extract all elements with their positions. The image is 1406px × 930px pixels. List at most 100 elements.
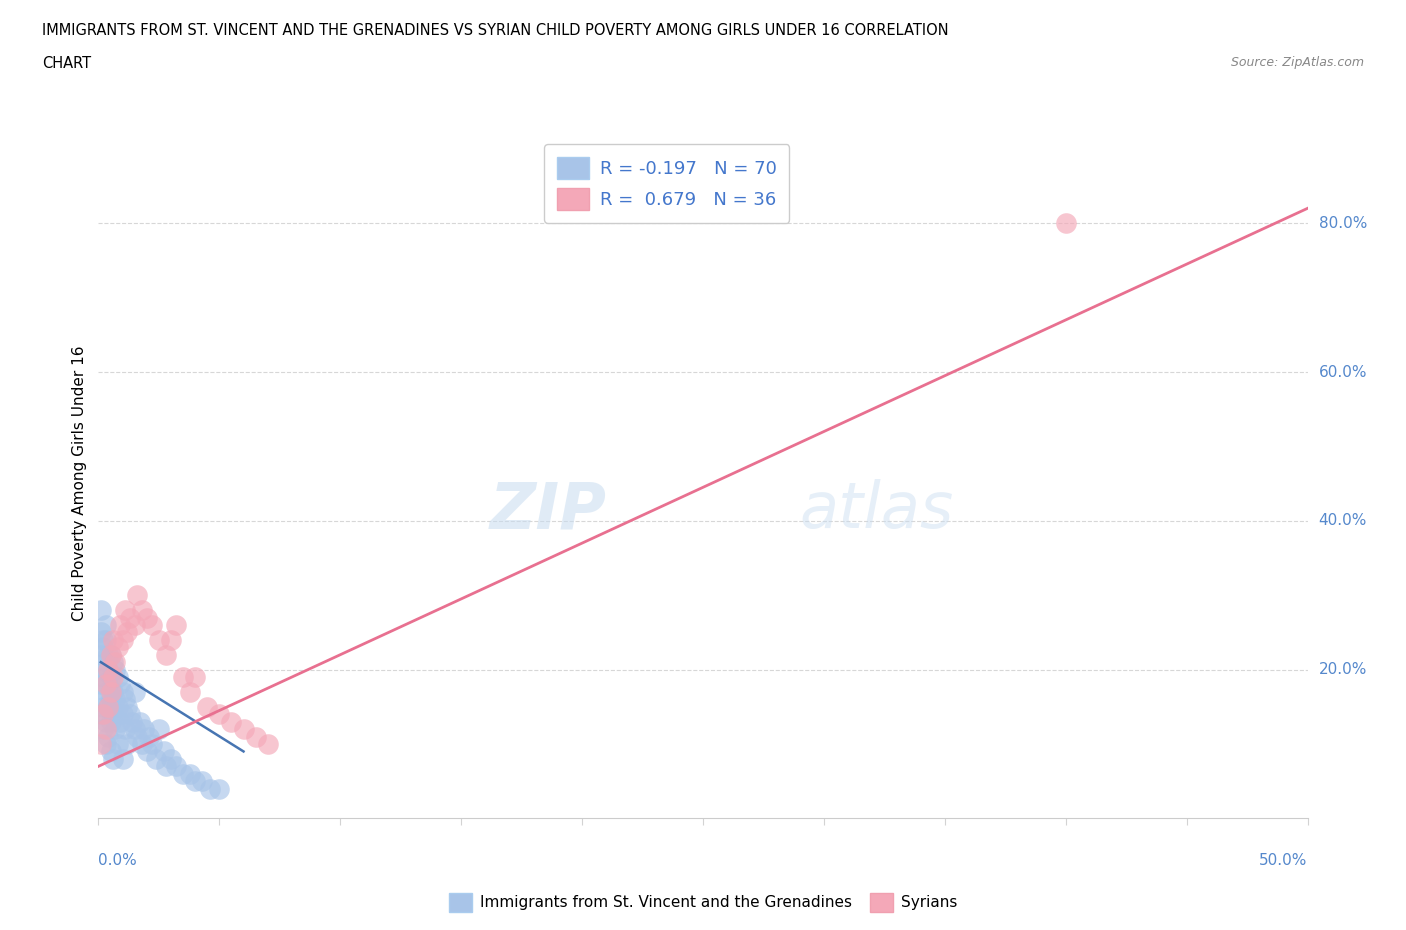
Immigrants from St. Vincent and the Grenadines xyxy=(91,640,114,655)
Syrians xyxy=(101,670,124,684)
Syrians xyxy=(232,722,254,737)
Immigrants from St. Vincent and the Grenadines xyxy=(100,670,122,684)
Text: 20.0%: 20.0% xyxy=(1319,662,1367,677)
Immigrants from St. Vincent and the Grenadines xyxy=(160,751,183,766)
Syrians xyxy=(124,618,146,632)
Immigrants from St. Vincent and the Grenadines xyxy=(121,714,143,729)
Syrians xyxy=(208,707,231,722)
Immigrants from St. Vincent and the Grenadines xyxy=(100,714,122,729)
Syrians xyxy=(101,632,124,647)
Text: 0.0%: 0.0% xyxy=(98,853,138,868)
Syrians xyxy=(155,647,177,662)
Immigrants from St. Vincent and the Grenadines xyxy=(90,677,112,692)
Immigrants from St. Vincent and the Grenadines xyxy=(90,707,112,722)
Immigrants from St. Vincent and the Grenadines xyxy=(101,707,124,722)
Immigrants from St. Vincent and the Grenadines xyxy=(90,625,112,640)
Immigrants from St. Vincent and the Grenadines xyxy=(91,662,114,677)
Immigrants from St. Vincent and the Grenadines xyxy=(131,737,153,751)
Syrians xyxy=(94,722,117,737)
Immigrants from St. Vincent and the Grenadines xyxy=(127,729,149,744)
Immigrants from St. Vincent and the Grenadines xyxy=(97,699,120,714)
Immigrants from St. Vincent and the Grenadines xyxy=(128,714,150,729)
Immigrants from St. Vincent and the Grenadines xyxy=(94,632,117,647)
Syrians xyxy=(107,640,129,655)
Text: 60.0%: 60.0% xyxy=(1319,365,1367,379)
Syrians xyxy=(118,610,141,625)
Immigrants from St. Vincent and the Grenadines xyxy=(97,647,120,662)
Text: 50.0%: 50.0% xyxy=(1260,853,1308,868)
Immigrants from St. Vincent and the Grenadines xyxy=(111,707,134,722)
Immigrants from St. Vincent and the Grenadines xyxy=(135,744,157,759)
Syrians xyxy=(127,588,149,603)
Immigrants from St. Vincent and the Grenadines xyxy=(111,751,134,766)
Syrians xyxy=(1054,216,1077,231)
Immigrants from St. Vincent and the Grenadines xyxy=(111,684,134,699)
Immigrants from St. Vincent and the Grenadines xyxy=(91,670,114,684)
Syrians xyxy=(172,670,194,684)
Immigrants from St. Vincent and the Grenadines xyxy=(94,684,117,699)
Text: CHART: CHART xyxy=(42,56,91,71)
Syrians xyxy=(195,699,218,714)
Syrians xyxy=(114,603,136,618)
Syrians xyxy=(131,603,153,618)
Immigrants from St. Vincent and the Grenadines xyxy=(101,751,124,766)
Immigrants from St. Vincent and the Grenadines xyxy=(107,670,129,684)
Immigrants from St. Vincent and the Grenadines xyxy=(107,737,129,751)
Syrians xyxy=(245,729,267,744)
Immigrants from St. Vincent and the Grenadines xyxy=(152,744,174,759)
Immigrants from St. Vincent and the Grenadines xyxy=(91,699,114,714)
Syrians xyxy=(135,610,157,625)
Immigrants from St. Vincent and the Grenadines xyxy=(117,699,139,714)
Immigrants from St. Vincent and the Grenadines xyxy=(124,722,146,737)
Syrians xyxy=(256,737,278,751)
Immigrants from St. Vincent and the Grenadines xyxy=(101,684,124,699)
Syrians xyxy=(111,632,134,647)
Immigrants from St. Vincent and the Grenadines xyxy=(114,692,136,707)
Immigrants from St. Vincent and the Grenadines xyxy=(94,737,117,751)
Immigrants from St. Vincent and the Grenadines xyxy=(91,722,114,737)
Immigrants from St. Vincent and the Grenadines xyxy=(191,774,214,789)
Immigrants from St. Vincent and the Grenadines xyxy=(101,655,124,670)
Immigrants from St. Vincent and the Grenadines xyxy=(97,662,120,677)
Immigrants from St. Vincent and the Grenadines xyxy=(155,759,177,774)
Syrians xyxy=(104,655,127,670)
Syrians xyxy=(117,625,139,640)
Text: 80.0%: 80.0% xyxy=(1319,216,1367,231)
Immigrants from St. Vincent and the Grenadines xyxy=(165,759,187,774)
Immigrants from St. Vincent and the Grenadines xyxy=(108,677,131,692)
Immigrants from St. Vincent and the Grenadines xyxy=(100,692,122,707)
Immigrants from St. Vincent and the Grenadines xyxy=(97,729,120,744)
Immigrants from St. Vincent and the Grenadines xyxy=(97,677,120,692)
Immigrants from St. Vincent and the Grenadines xyxy=(124,684,146,699)
Immigrants from St. Vincent and the Grenadines xyxy=(94,714,117,729)
Immigrants from St. Vincent and the Grenadines xyxy=(179,766,201,781)
Text: IMMIGRANTS FROM ST. VINCENT AND THE GRENADINES VS SYRIAN CHILD POVERTY AMONG GIR: IMMIGRANTS FROM ST. VINCENT AND THE GREN… xyxy=(42,23,949,38)
Immigrants from St. Vincent and the Grenadines xyxy=(141,737,163,751)
Immigrants from St. Vincent and the Grenadines xyxy=(90,603,112,618)
Syrians xyxy=(90,737,112,751)
Immigrants from St. Vincent and the Grenadines xyxy=(114,722,136,737)
Immigrants from St. Vincent and the Grenadines xyxy=(145,751,167,766)
Legend: Immigrants from St. Vincent and the Grenadines, Syrians: Immigrants from St. Vincent and the Gren… xyxy=(443,887,963,918)
Text: ZIP: ZIP xyxy=(489,479,606,541)
Legend: R = -0.197   N = 70, R =  0.679   N = 36: R = -0.197 N = 70, R = 0.679 N = 36 xyxy=(544,144,789,223)
Immigrants from St. Vincent and the Grenadines xyxy=(100,647,122,662)
Immigrants from St. Vincent and the Grenadines xyxy=(90,647,112,662)
Immigrants from St. Vincent and the Grenadines xyxy=(117,737,139,751)
Immigrants from St. Vincent and the Grenadines xyxy=(91,632,114,647)
Syrians xyxy=(165,618,187,632)
Text: 40.0%: 40.0% xyxy=(1319,513,1367,528)
Immigrants from St. Vincent and the Grenadines xyxy=(198,781,221,796)
Immigrants from St. Vincent and the Grenadines xyxy=(172,766,194,781)
Syrians xyxy=(108,618,131,632)
Immigrants from St. Vincent and the Grenadines xyxy=(184,774,207,789)
Syrians xyxy=(91,707,114,722)
Syrians xyxy=(100,647,122,662)
Immigrants from St. Vincent and the Grenadines xyxy=(108,714,131,729)
Text: Source: ZipAtlas.com: Source: ZipAtlas.com xyxy=(1230,56,1364,69)
Syrians xyxy=(148,632,170,647)
Text: atlas: atlas xyxy=(800,479,955,541)
Syrians xyxy=(179,684,201,699)
Immigrants from St. Vincent and the Grenadines xyxy=(107,699,129,714)
Immigrants from St. Vincent and the Grenadines xyxy=(94,655,117,670)
